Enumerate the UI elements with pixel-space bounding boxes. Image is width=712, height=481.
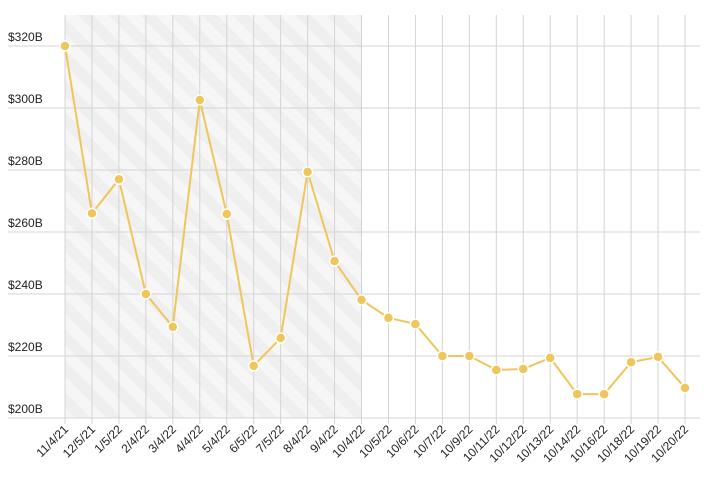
x-tick-label: 8/4/22 (280, 422, 314, 456)
data-point (679, 382, 691, 394)
data-point (517, 363, 530, 375)
y-tick-label: $220B (8, 340, 43, 354)
data-point (247, 360, 260, 372)
x-tick-label: 4/4/22 (172, 422, 206, 456)
y-tick-label: $320B (8, 30, 43, 44)
data-point (598, 388, 610, 400)
data-point (274, 332, 287, 344)
data-point (625, 356, 637, 368)
data-point (113, 173, 125, 186)
y-tick-label: $300B (8, 92, 43, 106)
x-tick-label: 1/5/22 (92, 422, 126, 456)
x-tick-label: 5/4/22 (199, 422, 233, 456)
y-tick-label: $200B (8, 402, 43, 416)
data-point (328, 255, 341, 267)
x-tick-label: 6/5/22 (226, 422, 260, 456)
data-point (355, 294, 368, 306)
data-point (463, 350, 476, 362)
data-point (140, 288, 152, 300)
x-tick-label: 2/4/22 (118, 422, 152, 456)
x-tick-label: 7/5/22 (253, 422, 287, 456)
y-tick-label: $240B (8, 278, 43, 292)
data-point (59, 40, 71, 52)
data-point (382, 312, 395, 324)
data-point (167, 321, 179, 333)
data-point (194, 94, 206, 106)
data-point (490, 364, 503, 376)
shaded-region (65, 15, 362, 418)
shaded-region-layer (65, 15, 362, 418)
data-point (544, 352, 556, 364)
data-point (301, 166, 314, 178)
data-point (436, 350, 449, 362)
data-point (652, 351, 664, 363)
data-point (220, 208, 233, 220)
data-point (86, 207, 98, 220)
data-point (409, 318, 422, 330)
y-tick-label: $260B (8, 216, 43, 230)
data-point (571, 388, 583, 400)
x-tick-label: 3/4/22 (145, 422, 179, 456)
y-tick-label: $280B (8, 154, 43, 168)
